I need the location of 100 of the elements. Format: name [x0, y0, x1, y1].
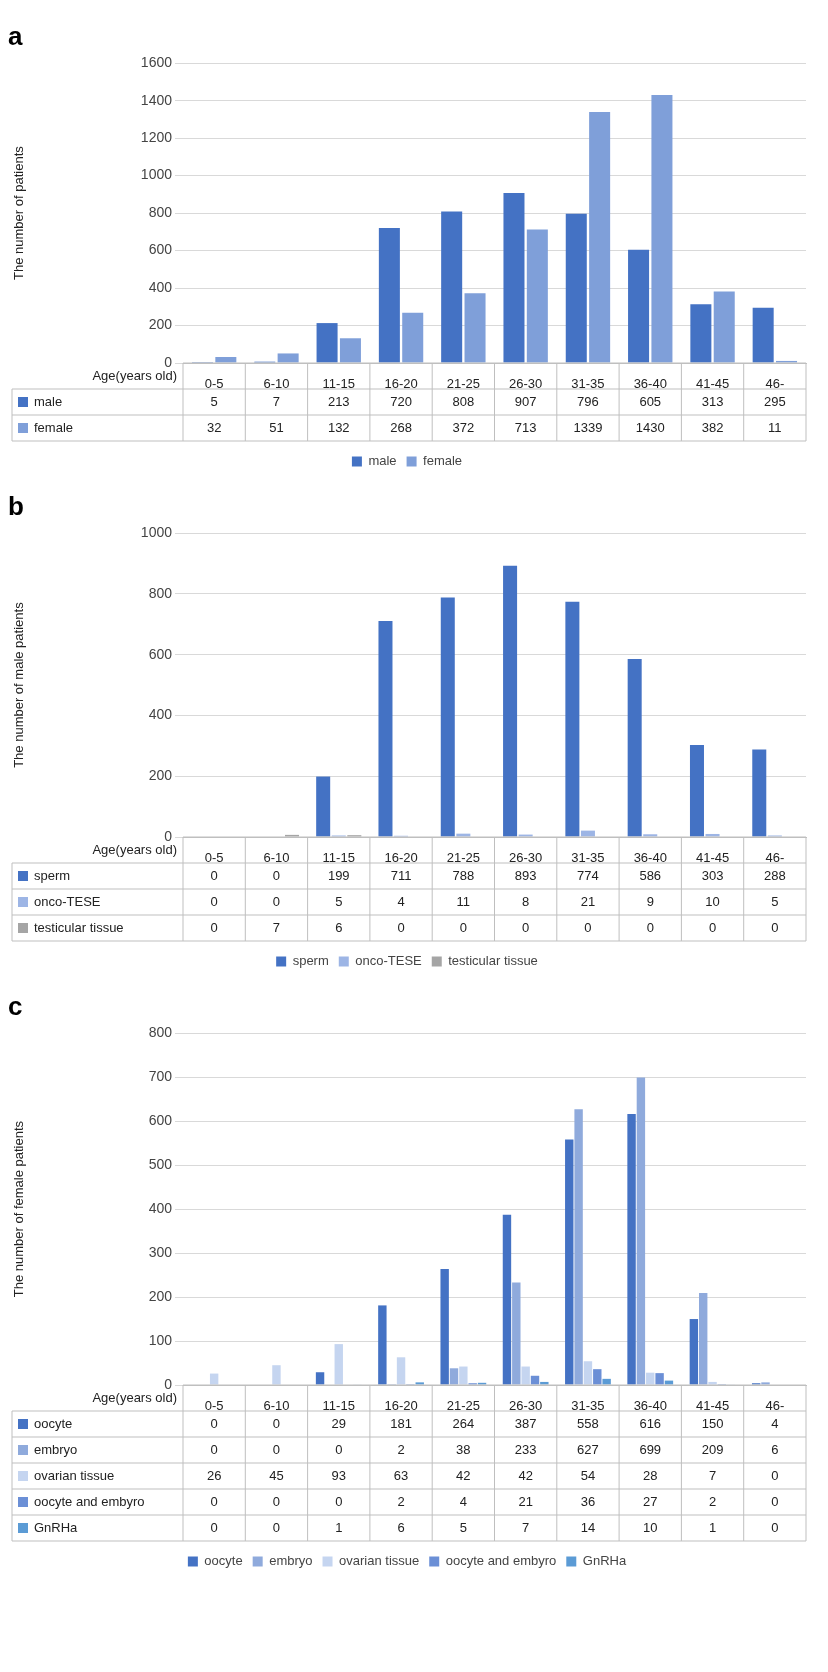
- y-tick-label: 800: [148, 1024, 173, 1041]
- data-label: 0: [210, 893, 218, 909]
- y-tick-label: 1000: [140, 524, 173, 541]
- data-label: 264: [452, 1415, 475, 1431]
- data-label: 4: [771, 1415, 779, 1431]
- data-label: 1: [708, 1519, 717, 1535]
- y-axis-title: The number of patients: [11, 145, 27, 280]
- y-tick-label: 0: [164, 827, 173, 844]
- data-label: 268: [390, 419, 412, 435]
- text: testicular tissue: [34, 919, 124, 935]
- data-label: 7: [272, 393, 281, 409]
- y-tick-label: 0: [164, 353, 173, 370]
- y-tick-label: 600: [148, 1112, 173, 1129]
- text: sperm: [34, 867, 71, 883]
- x-tick-label: 16-20: [384, 376, 418, 392]
- data-label: 4: [459, 1493, 467, 1509]
- data-label: 181: [390, 1415, 412, 1431]
- data-label: 711: [390, 867, 412, 883]
- data-label: 9: [646, 893, 654, 909]
- data-label: 387: [514, 1415, 537, 1431]
- x-tick-label: 16-20: [384, 850, 418, 866]
- x-tick-label: 31-35: [571, 1398, 605, 1414]
- x-tick-label: 6-10: [263, 1398, 290, 1414]
- data-label: 199: [327, 867, 350, 883]
- data-label: 29: [331, 1415, 346, 1431]
- data-label: 0: [210, 1493, 218, 1509]
- y-axis-title: The number of male patients: [11, 601, 27, 768]
- text: ovarian tissue: [339, 1553, 420, 1569]
- text: oocyte and embyro: [34, 1493, 145, 1509]
- data-label: 288: [764, 867, 786, 883]
- data-label: 0: [708, 919, 717, 935]
- y-tick-label: 200: [148, 1287, 173, 1304]
- data-label: 303: [701, 867, 724, 883]
- x-tick-label: 36-40: [633, 1398, 667, 1414]
- legend-label: female: [423, 453, 463, 469]
- x-tick-label: 31-35: [571, 850, 605, 866]
- data-label: 209: [701, 1441, 724, 1457]
- x-tick-label: 26-30: [509, 850, 543, 866]
- data-label: 21: [518, 1493, 533, 1509]
- legend-label: onco-TESE: [355, 953, 423, 969]
- data-label: 5: [335, 893, 343, 909]
- chart-title: a: [8, 20, 23, 51]
- data-label: 0: [272, 1441, 281, 1457]
- data-label: 21: [580, 893, 596, 909]
- x-axis-title: Age(years old): [92, 367, 177, 383]
- y-tick-label: 500: [148, 1155, 173, 1172]
- x-tick-label: 26-30: [509, 376, 543, 392]
- y-tick-label: 700: [148, 1068, 173, 1085]
- data-label: 796: [577, 393, 599, 409]
- data-label: 27: [643, 1493, 658, 1509]
- data-label: 372: [452, 419, 475, 435]
- data-label: 558: [577, 1415, 599, 1431]
- data-label: 788: [452, 867, 475, 883]
- data-label: 42: [456, 1467, 471, 1483]
- data-label: 605: [639, 393, 662, 409]
- data-label: 26: [206, 1467, 222, 1483]
- data-label: 0: [771, 1519, 779, 1535]
- data-label: 7: [708, 1467, 717, 1483]
- data-label: 36: [580, 1493, 596, 1509]
- y-tick-label: 1000: [140, 166, 173, 183]
- data-label: 0: [522, 919, 530, 935]
- data-label: 54: [580, 1467, 596, 1483]
- y-tick-label: 400: [148, 1199, 173, 1216]
- x-tick-label: 6-10: [263, 376, 290, 392]
- x-tick-label: 16-20: [384, 1398, 418, 1414]
- data-label: 10: [705, 893, 720, 909]
- x-tick-label: 0-5: [204, 376, 224, 392]
- y-tick-label: 600: [148, 241, 173, 258]
- data-label: 893: [514, 867, 537, 883]
- y-tick-label: 100: [148, 1331, 173, 1348]
- text: onco-TESE: [34, 893, 101, 909]
- y-tick-label: 800: [148, 203, 173, 220]
- data-label: 0: [272, 1519, 281, 1535]
- y-tick-label: 1600: [140, 54, 173, 71]
- data-label: 11: [768, 419, 782, 435]
- legend-label: GnRHa: [582, 1553, 627, 1569]
- data-label: 0: [210, 867, 218, 883]
- data-label: 6: [397, 1519, 405, 1535]
- x-tick-label: 36-40: [633, 376, 667, 392]
- data-label: 38: [456, 1441, 471, 1457]
- data-label: 0: [335, 1441, 343, 1457]
- y-tick-label: 800: [148, 584, 173, 601]
- y-tick-label: 1200: [140, 129, 173, 146]
- data-label: 382: [701, 419, 724, 435]
- x-tick-label: 21-25: [446, 1398, 480, 1414]
- data-label: 774: [577, 867, 599, 883]
- data-label: 0: [771, 1493, 779, 1509]
- data-label: 0: [459, 919, 467, 935]
- x-tick-label: 31-35: [571, 376, 605, 392]
- data-label: 0: [771, 1467, 779, 1483]
- data-label: 1: [335, 1519, 343, 1535]
- data-label: 0: [397, 919, 405, 935]
- data-label: 132: [327, 419, 350, 435]
- x-tick-label: 36-40: [633, 850, 667, 866]
- x-tick-label: 21-25: [446, 376, 480, 392]
- data-label: 42: [518, 1467, 533, 1483]
- data-label: 0: [584, 919, 592, 935]
- legend-label: oocyte and embyro: [445, 1553, 557, 1569]
- legend-label: male: [368, 453, 397, 469]
- data-label: 713: [514, 419, 537, 435]
